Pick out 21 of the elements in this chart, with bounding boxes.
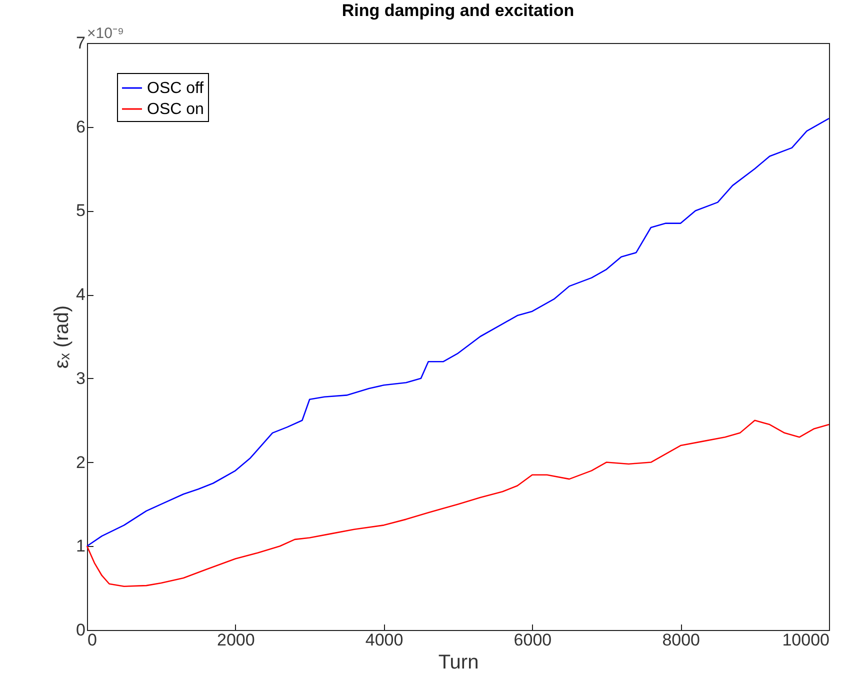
- x-tick-label: 2000: [216, 630, 255, 650]
- chart-title: Ring damping and excitation: [342, 1, 574, 20]
- x-tick-label: 4000: [365, 630, 404, 650]
- text: ×10⁻⁹: [87, 25, 124, 42]
- y-tick-label: 3: [76, 368, 86, 388]
- line-series: [86, 420, 830, 588]
- y-tick-label: 5: [76, 201, 86, 220]
- x-tick-label: 6000: [514, 630, 552, 650]
- x-tick-label: 0: [88, 630, 97, 650]
- x-tick-label: 10000: [782, 630, 830, 650]
- y-tick-label: 6: [76, 117, 86, 136]
- y-tick-label: 2: [76, 452, 86, 472]
- x-tick-label: 8000: [662, 630, 700, 650]
- y-tick-label: 4: [76, 285, 86, 304]
- legend-label: OSC on: [147, 101, 204, 118]
- y-tick-label: 7: [76, 34, 86, 52]
- y-axis-title: εₓ (rad): [51, 305, 74, 369]
- line-series: [86, 118, 830, 547]
- legend-label: OSC off: [147, 80, 204, 97]
- x-axis-title: Turn: [438, 652, 479, 674]
- y-tick-label: 1: [76, 536, 86, 556]
